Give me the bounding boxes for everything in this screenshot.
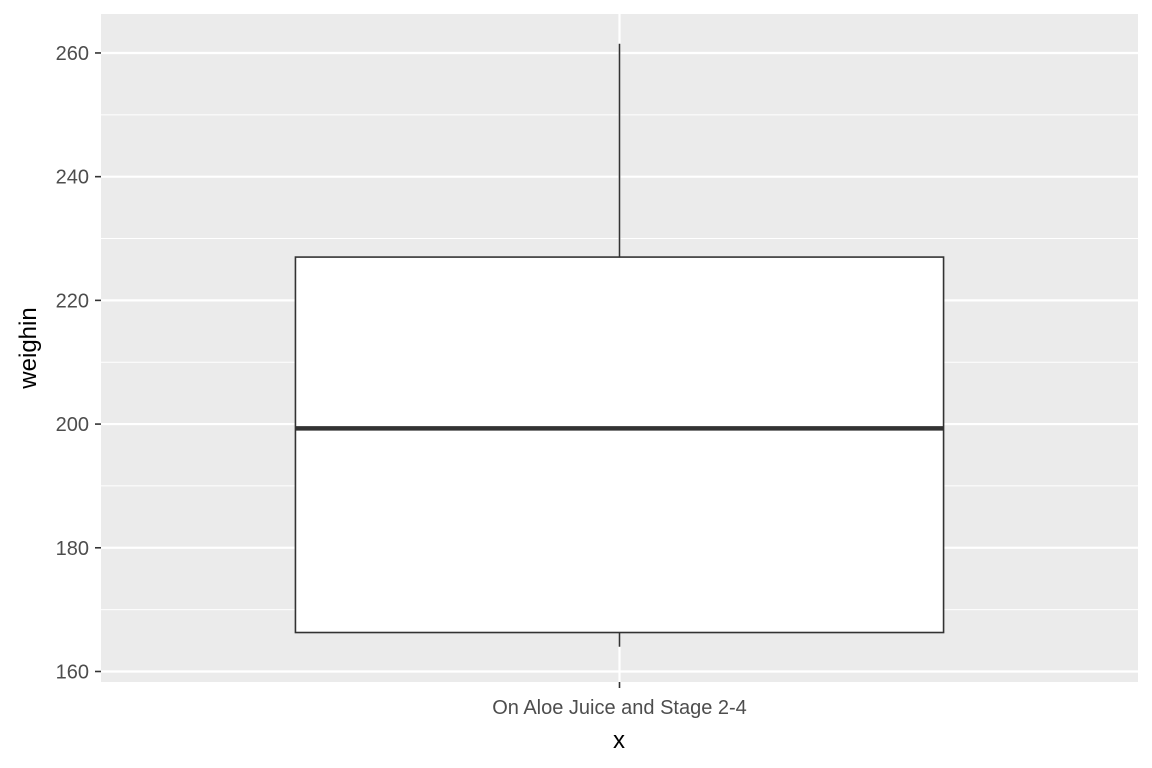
y-axis-title: weighin <box>15 307 42 389</box>
y-tick-label: 240 <box>56 167 89 189</box>
x-axis-title: x <box>613 727 625 754</box>
y-tick-label: 260 <box>56 43 89 65</box>
x-tick-label: On Aloe Juice and Stage 2-4 <box>492 697 747 719</box>
y-tick-label: 160 <box>56 661 89 683</box>
iqr-box <box>294 256 945 634</box>
y-axis: 160 180 200 220 240 260 <box>56 43 101 683</box>
boxplot-layer <box>294 43 945 647</box>
y-tick-label: 200 <box>56 414 89 436</box>
y-tick-label: 180 <box>56 538 89 560</box>
y-tick-label: 220 <box>56 290 89 312</box>
x-axis: On Aloe Juice and Stage 2-4 <box>492 682 747 719</box>
